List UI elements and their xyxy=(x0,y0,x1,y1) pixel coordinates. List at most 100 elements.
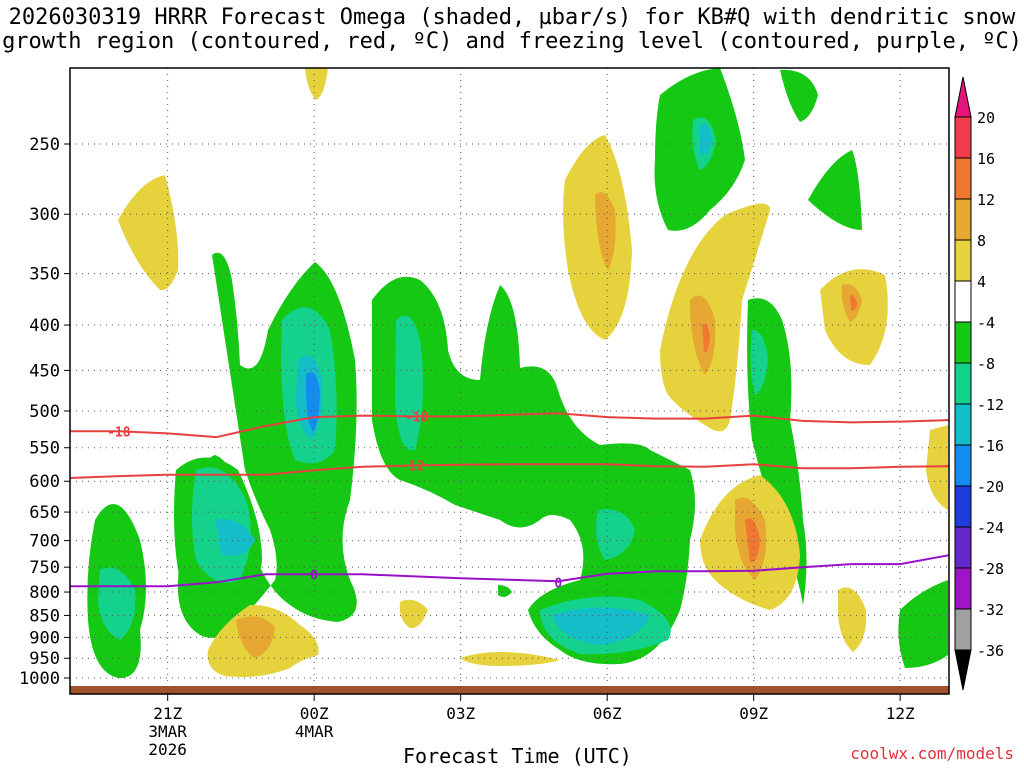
omega-region-yellow xyxy=(399,599,428,629)
omega-region-yellow xyxy=(118,175,179,291)
y-tick-label: 700 xyxy=(29,532,60,552)
contour-label: -18 xyxy=(405,410,429,425)
x-tick-label: 06Z xyxy=(593,704,622,723)
colorbar-bin xyxy=(954,567,972,610)
colorbar-label: -24 xyxy=(977,519,1004,537)
x-tick-label: 09Z xyxy=(739,704,768,723)
credit-link[interactable]: coolwx.com/models xyxy=(850,744,1014,763)
x-tick-sublabel: 2026 xyxy=(148,740,187,759)
x-tick-label: 12Z xyxy=(886,704,915,723)
omega-region-orange xyxy=(745,518,760,563)
colorbar-bin xyxy=(954,157,972,200)
omega-region-cyan xyxy=(552,607,650,645)
gridlines xyxy=(70,68,949,694)
colorbar-label: 12 xyxy=(977,191,995,209)
x-tick-sublabel: 4MAR xyxy=(295,722,334,741)
omega-shading xyxy=(70,68,949,694)
contour-label: -18 xyxy=(107,425,131,440)
chart-title-line2: growth region (contoured, red, ºC) and f… xyxy=(2,29,1022,54)
colorbar-bin xyxy=(954,198,972,241)
y-tick-label: 500 xyxy=(29,402,60,422)
y-tick-label: 900 xyxy=(29,628,60,648)
omega-region-yellow xyxy=(926,425,948,510)
colorbar-label: -28 xyxy=(977,560,1004,578)
colorbar-bin xyxy=(954,526,972,569)
colorbar-bin xyxy=(954,403,972,446)
colorbar-bin xyxy=(954,608,972,651)
contour-line xyxy=(69,463,950,479)
colorbar-bin xyxy=(954,239,972,282)
x-tick-label: 00Z xyxy=(300,704,329,723)
omega-region-green xyxy=(780,69,818,122)
colorbar-bin xyxy=(954,362,972,405)
colorbar-label: -32 xyxy=(977,601,1004,619)
ground-strip xyxy=(70,686,949,694)
colorbar-bin xyxy=(954,444,972,487)
y-tick-label: 1000 xyxy=(19,669,60,689)
omega-region-green xyxy=(808,150,862,230)
colorbar-label: 8 xyxy=(977,232,986,250)
y-tick-label: 400 xyxy=(29,316,60,336)
y-tick-label: 450 xyxy=(29,361,60,381)
y-tick-label: 600 xyxy=(29,472,60,492)
omega-region-yellow xyxy=(305,68,328,100)
contour-line xyxy=(70,554,950,588)
colorbar-bin xyxy=(954,280,972,323)
y-tick-label: 250 xyxy=(29,135,60,155)
colorbar-label: 20 xyxy=(977,109,995,127)
colorbar: 20 16 12 8 4 -4 -8 -12 -16 -20 -24 -28 -32 -36 xyxy=(954,76,1004,691)
omega-region-cyan xyxy=(215,519,255,556)
y-tick-label: 850 xyxy=(29,606,60,626)
contour-label: 0 xyxy=(310,568,318,583)
x-tick-label: 03Z xyxy=(446,704,475,723)
omega-region-teal xyxy=(596,509,635,560)
x-tick-sublabel: 3MAR xyxy=(148,722,187,741)
contour-label: 0 xyxy=(554,576,562,591)
omega-region-yellow xyxy=(838,587,867,652)
contour-label: 12 xyxy=(409,460,425,475)
chart-title: 2026030319 HRRR Forecast Omega (shaded, … xyxy=(0,6,1024,54)
omega-region-yellow xyxy=(563,135,632,340)
omega-region-teal xyxy=(395,315,424,451)
omega-region-orange xyxy=(850,295,857,311)
temperature-contours: -18 -18 12 0 0 xyxy=(69,410,950,591)
chart-title-line1: 2026030319 HRRR Forecast Omega (shaded, … xyxy=(8,5,1016,30)
y-tick-label: 300 xyxy=(29,205,60,225)
omega-region-gold xyxy=(595,192,616,270)
omega-region-cyan xyxy=(700,124,712,156)
y-tick-label: 950 xyxy=(29,649,60,669)
omega-region-green xyxy=(898,580,948,668)
omega-region-teal xyxy=(750,330,768,395)
contour-line xyxy=(70,412,950,439)
colorbar-label: -36 xyxy=(977,642,1004,660)
colorbar-label: -8 xyxy=(977,355,995,373)
x-axis-label: Forecast Time (UTC) xyxy=(403,744,632,768)
plot-frame xyxy=(69,67,950,695)
colorbar-under-triangle xyxy=(954,649,972,691)
colorbar-bin xyxy=(954,116,972,159)
colorbar-label: 16 xyxy=(977,150,995,168)
colorbar-label: 4 xyxy=(977,273,986,291)
omega-region-orange xyxy=(702,323,710,353)
axes: 2503003504004505005506006507007508008509… xyxy=(19,135,915,759)
colorbar-label: -4 xyxy=(977,314,995,332)
x-tick-label: 21Z xyxy=(153,704,182,723)
omega-region-green xyxy=(498,585,512,597)
y-tick-label: 350 xyxy=(29,265,60,285)
omega-region-green xyxy=(372,276,695,665)
omega-region-gold xyxy=(690,295,716,375)
colorbar-label: -12 xyxy=(977,396,1004,414)
y-tick-label: 750 xyxy=(29,558,60,578)
y-tick-label: 800 xyxy=(29,583,60,603)
colorbar-bin xyxy=(954,321,972,364)
colorbar-bin xyxy=(954,485,972,528)
colorbar-over-triangle xyxy=(954,76,972,118)
y-tick-label: 650 xyxy=(29,503,60,523)
omega-region-yellow xyxy=(660,203,770,432)
y-tick-label: 550 xyxy=(29,439,60,459)
colorbar-label: -16 xyxy=(977,437,1004,455)
omega-region-yellow xyxy=(460,651,560,666)
colorbar-label: -20 xyxy=(977,478,1004,496)
omega-region-gold xyxy=(236,616,275,658)
